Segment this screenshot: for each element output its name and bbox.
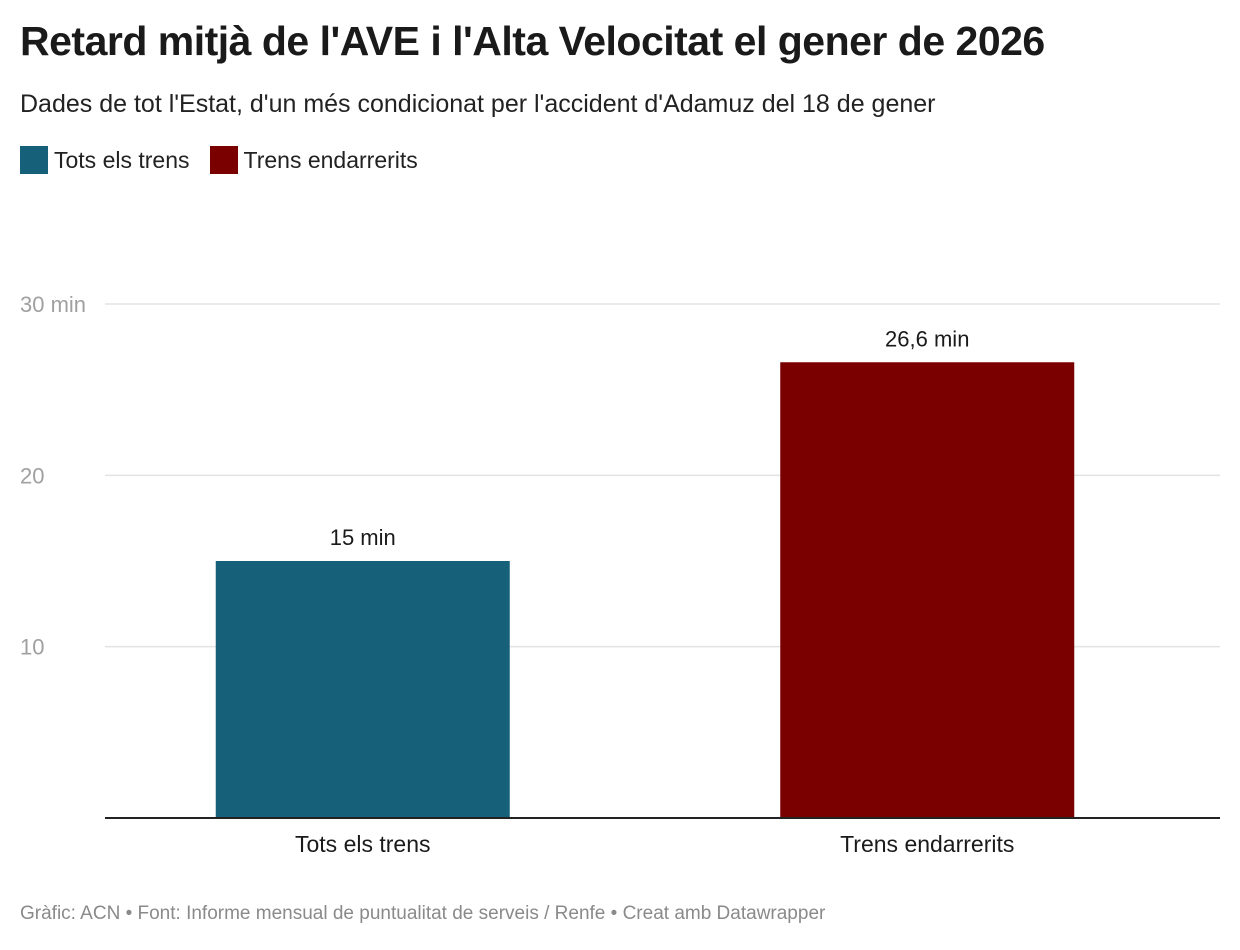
legend-item-delayed-trains: Trens endarrerits — [209, 146, 418, 174]
y-tick-label: 10 — [20, 635, 44, 660]
legend-label-delayed-trains: Trens endarrerits — [243, 146, 418, 173]
legend: Tots els trens Trens endarrerits — [20, 146, 418, 174]
x-tick-label: Tots els trens — [295, 831, 431, 857]
y-tick-label: 30 min — [20, 292, 86, 317]
legend-label-all-trains: Tots els trens — [54, 146, 190, 173]
legend-swatch-delayed-trains — [209, 146, 238, 174]
chart-title: Retard mitjà de l'AVE i l'Alta Velocitat… — [20, 18, 1045, 64]
chart-footer: Gràfic: ACN • Font: Informe mensual de p… — [20, 903, 826, 924]
bar — [215, 561, 510, 818]
bar-value-label: 26,6 min — [885, 326, 969, 351]
legend-swatch-all-trains — [20, 146, 48, 174]
bar-value-label: 15 min — [330, 525, 396, 550]
y-tick-label: 20 — [20, 463, 44, 488]
chart-subtitle: Dades de tot l'Estat, d'un més condicion… — [20, 90, 936, 118]
x-tick-label: Trens endarrerits — [840, 831, 1014, 857]
bar — [780, 362, 1075, 818]
legend-item-all-trains: Tots els trens — [20, 146, 190, 174]
